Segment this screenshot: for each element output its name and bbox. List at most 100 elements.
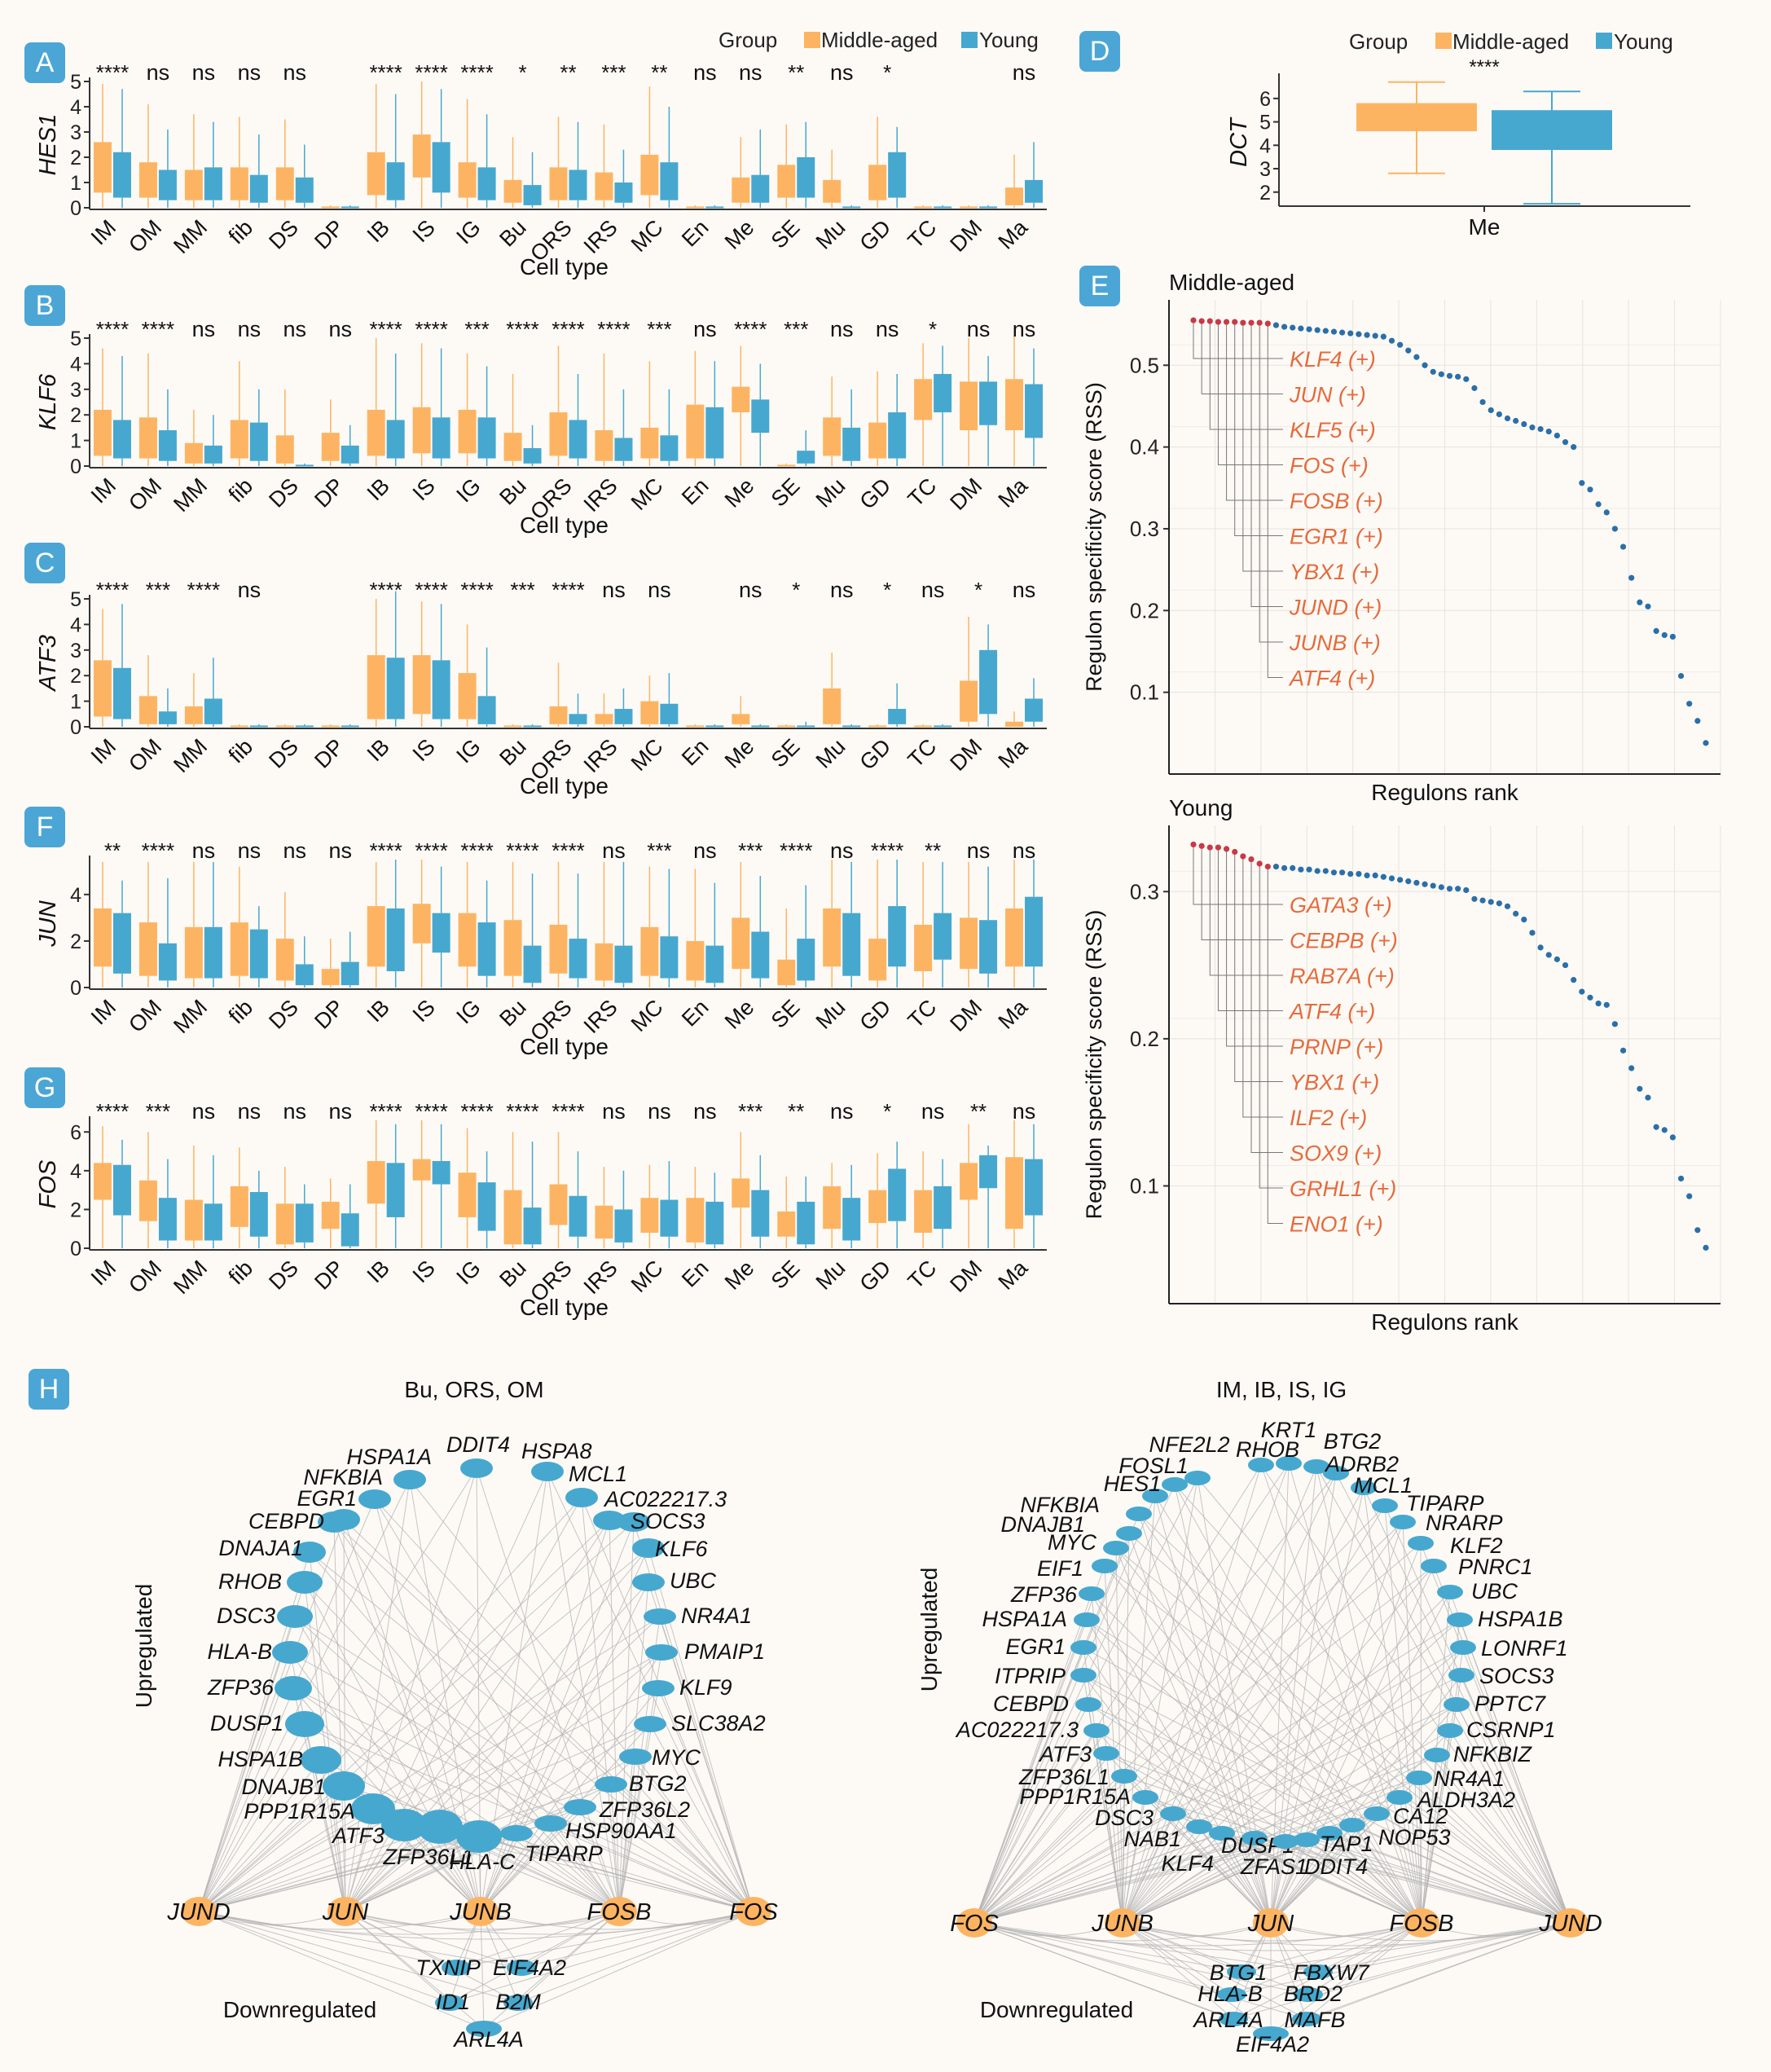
significance-label: * [883, 1099, 891, 1124]
bar [960, 381, 978, 431]
gene-label: MYC [1048, 1530, 1097, 1555]
gene-node [531, 1462, 564, 1481]
bar [275, 1203, 294, 1245]
label-connector [1209, 321, 1283, 430]
network-edge [1128, 1533, 1571, 1924]
bar [341, 206, 359, 209]
bar [842, 1198, 861, 1241]
significance-label: **** [415, 578, 447, 602]
y-tick-label: 4 [70, 884, 81, 907]
network-edge [1122, 1922, 1309, 1995]
bar [823, 688, 842, 724]
regulon-label: PRNP (+) [1290, 1035, 1383, 1059]
bar [412, 1159, 431, 1181]
network-edge [1122, 1477, 1198, 1924]
network-edge [309, 1551, 346, 1912]
rss-point [1372, 332, 1378, 339]
network-edge [449, 1911, 754, 2004]
bar [295, 177, 314, 203]
network-edge [1122, 1472, 1337, 1924]
gene-label: HSPA1B [218, 1747, 303, 1771]
regulon-label: FOSB (+) [1290, 489, 1383, 513]
bar [184, 1199, 203, 1241]
bar [295, 964, 314, 986]
gene-label: DNAJA1 [218, 1536, 303, 1560]
bar [93, 660, 112, 717]
network-edge [1122, 1466, 1317, 1924]
significance-label: ns [921, 1099, 945, 1124]
network-edge [973, 1837, 1255, 1924]
significance-label: ns [192, 60, 216, 85]
network-edge [973, 1775, 1125, 1924]
gene-node [632, 1538, 665, 1558]
significance-label: *** [464, 317, 489, 341]
x-axis-label: Cell type [520, 1295, 609, 1320]
network-edge [455, 1911, 620, 1969]
significance-label: ns [283, 838, 307, 863]
bar [321, 725, 340, 728]
gene-node [1079, 1586, 1105, 1601]
bar [934, 206, 952, 209]
gene-label: NOP53 [1378, 1825, 1451, 1850]
network-edge [343, 1785, 754, 1912]
significance-label: *** [146, 1099, 170, 1124]
gene-label: FOSL1 [1118, 1454, 1189, 1478]
rss-point [1405, 347, 1412, 354]
network-edge [1088, 1704, 1422, 1924]
panel-letter-H: H [29, 1369, 69, 1410]
network-edge [1461, 1674, 1571, 1924]
gene-label: BTG2 [1324, 1429, 1382, 1454]
network-edge [1399, 1797, 1571, 1924]
rss-point [1628, 1065, 1635, 1071]
significance-label: ns [238, 317, 261, 341]
bar [386, 420, 405, 459]
gene-label-down: FBXW7 [1293, 1960, 1369, 1985]
bar [138, 1180, 157, 1221]
bar [412, 407, 431, 454]
network-edge [1307, 1922, 1571, 1995]
network-edge [649, 1723, 754, 1912]
significance-label: **** [142, 838, 174, 863]
bar [549, 706, 568, 724]
bar [797, 157, 815, 198]
gene-label: CA12 [1393, 1804, 1448, 1828]
bar [367, 655, 385, 719]
rss-point [1272, 322, 1280, 328]
gene-node-down [1292, 2012, 1321, 2026]
significance-label: **** [96, 578, 129, 602]
network-edge [198, 1911, 519, 2004]
rss-point [1290, 324, 1296, 331]
network-edge [345, 1479, 411, 1912]
bar [914, 379, 933, 420]
rss-point [1537, 944, 1544, 951]
bar [158, 1198, 177, 1241]
gene-label: TIPARP [525, 1841, 603, 1866]
label-connector [1217, 322, 1283, 465]
gene-label: TAP1 [1320, 1832, 1373, 1856]
network-edge [973, 1472, 1337, 1924]
network-title: IM, IB, IS, IG [1216, 1377, 1347, 1402]
network-edge [409, 1479, 754, 1912]
network-edge [309, 1551, 754, 1912]
network-edge [1083, 1674, 1571, 1924]
significance-label: * [929, 317, 937, 341]
bar [112, 913, 131, 974]
bar [275, 939, 294, 981]
significance-label: ns [147, 60, 170, 85]
gene-label: EGR1 [1005, 1634, 1066, 1659]
rss-point [1553, 432, 1560, 439]
rss-point [1190, 841, 1197, 848]
bar [979, 381, 998, 425]
significance-label: *** [510, 578, 534, 602]
network-edge [618, 1581, 649, 1912]
bar [595, 1205, 613, 1239]
significance-label: * [792, 578, 800, 602]
network-edge [1270, 1521, 1404, 1924]
legend-swatch-young [961, 32, 978, 48]
bar [660, 703, 679, 724]
gene-label-down: MAFB [1284, 2008, 1345, 2032]
gene-node-down [442, 1960, 471, 1976]
network-edge [1115, 1547, 1272, 1924]
network-edge [292, 1687, 620, 1912]
gene-label: ZFP36 [207, 1675, 275, 1700]
